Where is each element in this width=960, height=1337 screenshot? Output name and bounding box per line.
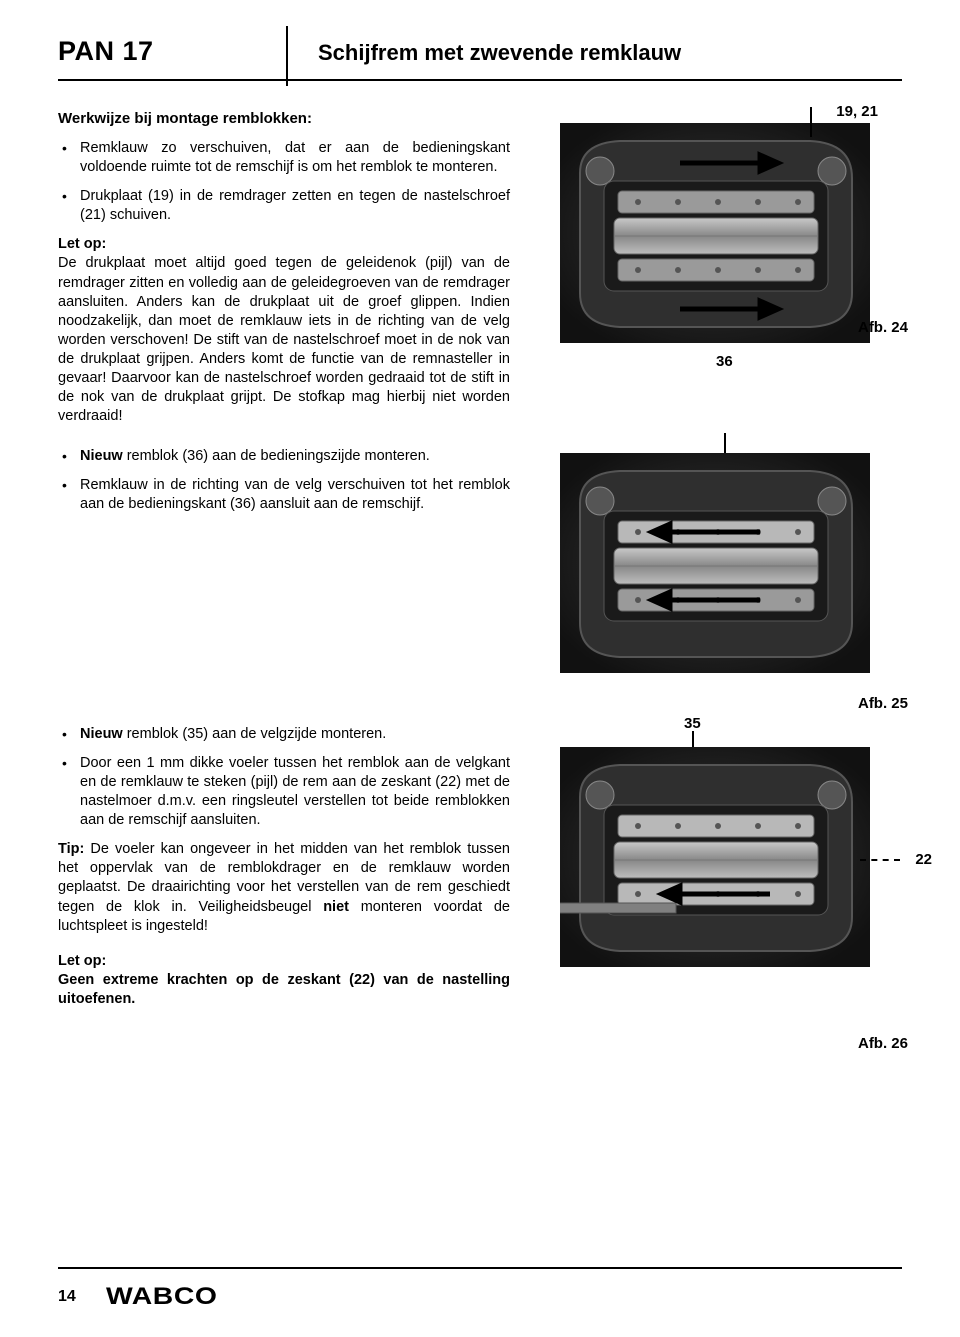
fig24-callout-bottom: 36 [716,353,733,370]
figure-26-col: 35 [528,725,902,973]
brake-caliper-icon [560,453,870,673]
bold-lead: Nieuw [80,726,123,742]
fig24-callout-top: 19, 21 [836,103,878,120]
dashed-leader [860,859,900,861]
header-separator [286,26,288,86]
brake-caliper-icon [560,123,870,343]
tip-bold2: niet [323,899,349,915]
leader-line [810,107,812,137]
bullet-rest: remblok (36) aan de bedieningszijde mont… [123,448,430,464]
section1-text: Werkwijze bij montage remblokken: Remkla… [58,109,528,437]
list-item: Remklauw in de richting van de velg vers… [58,476,510,514]
section3-letop: Let op: Geen extreme krachten op de zesk… [58,952,510,1009]
fig26-caption: Afb. 26 [858,1035,908,1052]
figure-24-col: 19, 21 [528,109,902,349]
header-left: PAN 17 [58,36,318,67]
letop-bold: Geen extreme krachten op de zeskant (22)… [58,972,510,1007]
bullet-rest: remblok (35) aan de velgzijde monteren. [123,726,387,742]
letop-label: Let op: [58,236,106,252]
section3-text: Nieuw remblok (35) aan de velgzijde mont… [58,725,528,1020]
header-rule [58,79,902,81]
brake-caliper-icon [560,747,870,967]
page: PAN 17 Schijfrem met zwevende remklauw W… [0,0,960,1337]
figure-24 [560,123,870,343]
section2-text: Nieuw remblok (36) aan de bedieningszijd… [58,447,528,524]
list-item: Remklauw zo verschuiven, dat er aan de b… [58,139,510,177]
row-2: Nieuw remblok (36) aan de bedieningszijd… [58,447,902,679]
tip-label: Tip: [58,841,84,857]
section2-bullets: Nieuw remblok (36) aan de bedieningszijd… [58,447,510,514]
list-item: Nieuw remblok (36) aan de bedieningszijd… [58,447,510,466]
letop-text: De drukplaat moet altijd goed tegen de g… [58,255,510,424]
bullet-rest: Remklauw in de richting van de velg vers… [80,477,510,512]
section3-tip: Tip: De voeler kan ongeveer in het midde… [58,840,510,936]
section1-heading: Werkwijze bij montage remblokken: [58,109,510,129]
page-header: PAN 17 Schijfrem met zwevende remklauw [58,36,902,67]
figure-25-col: Afb. 25 [528,447,902,679]
bullet-rest: Door een 1 mm dikke voeler tussen het re… [80,755,510,828]
fig24-caption: Afb. 24 [858,319,908,336]
fig26-callout-right: 22 [915,851,932,868]
bold-lead: Nieuw [80,448,123,464]
footer: 14 WABCO [58,1283,200,1311]
list-item: Drukplaat (19) in de remdrager zetten en… [58,187,510,225]
section1-bullets: Remklauw zo verschuiven, dat er aan de b… [58,139,510,226]
letop-label: Let op: [58,953,106,969]
list-item: Door een 1 mm dikke voeler tussen het re… [58,754,510,831]
fig25-caption: Afb. 25 [858,695,908,712]
list-item: Nieuw remblok (35) aan de velgzijde mont… [58,725,510,744]
figure-25 [560,453,870,673]
header-right: Schijfrem met zwevende remklauw [318,40,681,66]
section3-bullets: Nieuw remblok (35) aan de velgzijde mont… [58,725,510,831]
footer-rule [58,1267,902,1269]
figure-26 [560,747,870,967]
section1-letop: Let op: De drukplaat moet altijd goed te… [58,235,510,426]
row-1: Werkwijze bij montage remblokken: Remkla… [58,109,902,437]
wabco-logo: WABCO [106,1283,218,1311]
fig26-callout-top: 35 [684,715,701,732]
page-number: 14 [58,1288,76,1306]
row-3: Nieuw remblok (35) aan de velgzijde mont… [58,725,902,1020]
